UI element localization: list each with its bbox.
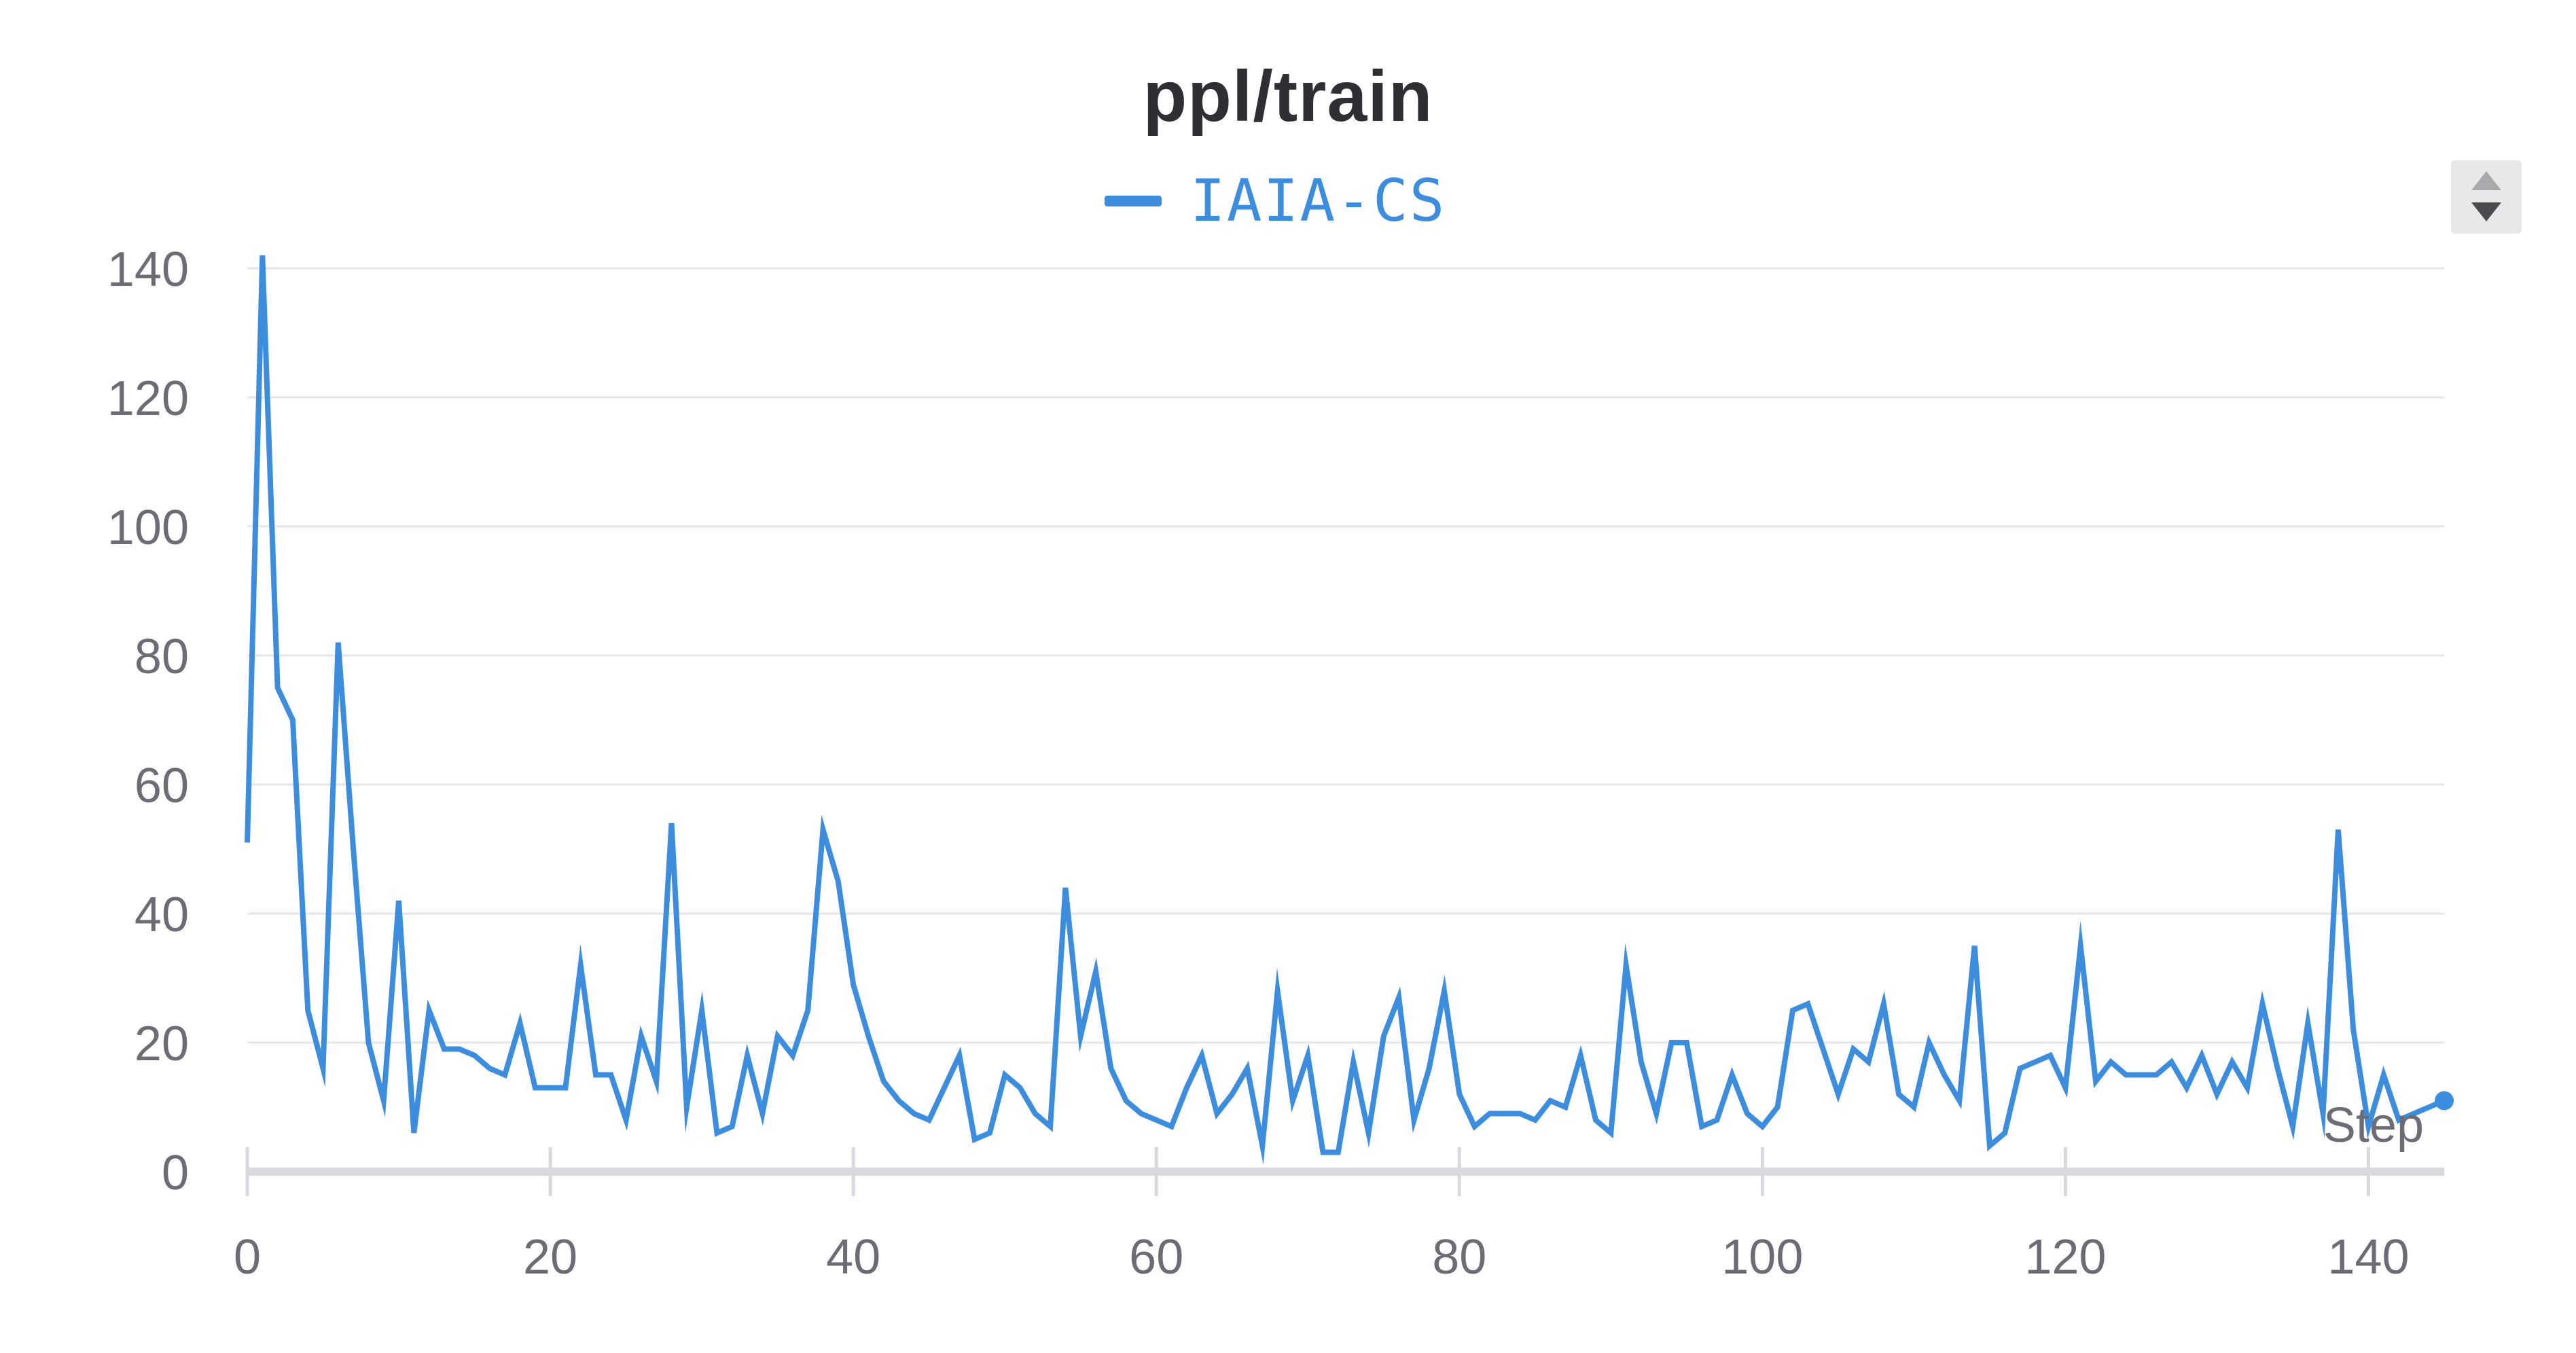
x-tick-label: 0: [234, 1230, 261, 1284]
tick-labels: 0 20 40 60 80 100 120 140 0 20 40 60 80 100 120 140 Step: [107, 242, 2424, 1284]
x-tick-label: 40: [826, 1230, 880, 1284]
y-tick-label: 40: [135, 888, 189, 942]
x-axis-title: Step: [2323, 1098, 2424, 1153]
series-end-point: [2435, 1091, 2454, 1111]
series-layer: [245, 255, 2454, 1165]
y-tick-label: 140: [107, 242, 189, 297]
scroll-up-icon[interactable]: [2471, 171, 2501, 190]
x-tick-label: 120: [2024, 1230, 2106, 1284]
x-tick-label: 20: [523, 1230, 577, 1284]
legend[interactable]: IAIA-CS: [1105, 160, 1446, 242]
y-tick-label: 120: [107, 372, 189, 426]
scroll-down-icon[interactable]: [2471, 202, 2501, 221]
x-tick-label: 140: [2327, 1230, 2409, 1284]
x-tick-label: 60: [1129, 1230, 1183, 1284]
legend-scroll-control[interactable]: [2451, 160, 2522, 234]
x-tick-label: 100: [1721, 1230, 1803, 1284]
chart-title: ppl/train: [1143, 56, 1433, 137]
legend-series-label[interactable]: IAIA-CS: [1190, 167, 1446, 235]
axes: [245, 1147, 2444, 1196]
grid-lines: [247, 267, 2444, 1044]
y-tick-label: 100: [107, 501, 189, 555]
y-tick-label: 60: [135, 759, 189, 813]
series-line: [245, 255, 2446, 1165]
y-tick-label: 20: [135, 1017, 189, 1071]
y-tick-label: 0: [162, 1146, 189, 1200]
x-tick-label: 80: [1432, 1230, 1486, 1284]
y-tick-label: 80: [135, 630, 189, 684]
legend-swatch: [1105, 196, 1162, 206]
